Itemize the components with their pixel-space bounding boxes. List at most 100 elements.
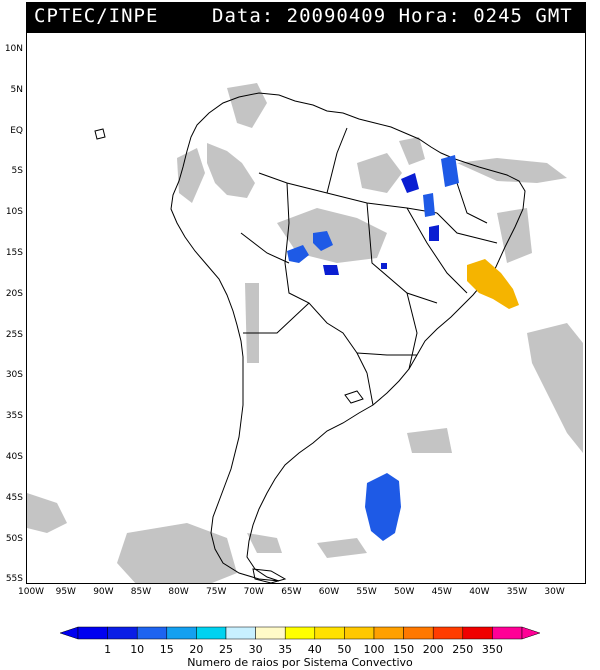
system-blue-south xyxy=(365,473,401,541)
lat-label: 5S xyxy=(11,166,23,177)
country-border-3 xyxy=(326,127,348,194)
legend-value: 15 xyxy=(159,643,174,656)
title-bar: CPTEC/INPE Data: 20090409 Hora: 0245 GMT xyxy=(26,2,586,32)
cloud-amazon xyxy=(207,143,255,198)
cloud-patagonia xyxy=(117,523,237,583)
cloud-andes-north xyxy=(177,148,205,203)
lon-label: 70W xyxy=(243,587,264,597)
system-blue-4 xyxy=(401,173,419,193)
lat-label: 40S xyxy=(5,452,23,462)
legend-value: 35 xyxy=(278,643,293,656)
legend-value: 350 xyxy=(481,643,503,656)
galapagos xyxy=(94,128,106,140)
header-source: CPTEC/INPE xyxy=(34,5,159,27)
cloud-pacific-west xyxy=(27,493,67,533)
legend-swatch xyxy=(136,626,168,640)
legend-swatches xyxy=(59,626,541,640)
lat-label: 15S xyxy=(5,248,23,258)
cloud-east-brazil xyxy=(457,158,567,183)
legend-swatch xyxy=(403,626,434,640)
cloud-east-coast xyxy=(497,208,532,263)
legend-swatch xyxy=(196,626,227,640)
lon-label: 65W xyxy=(281,587,302,597)
cloud-ne-atlantic xyxy=(407,428,452,453)
south-america-outline xyxy=(170,92,526,582)
legend-swatch xyxy=(166,626,197,640)
convective-systems xyxy=(287,155,519,541)
legend-swatch xyxy=(462,626,493,640)
country-border-4 xyxy=(240,232,290,264)
country-border-5 xyxy=(243,302,310,334)
legend-arrow-left xyxy=(59,626,79,640)
system-blue-1 xyxy=(287,245,309,263)
legend-bar xyxy=(59,626,541,640)
lon-label: 30W xyxy=(544,587,565,597)
lon-label: 45W xyxy=(431,587,452,597)
lat-label: 25S xyxy=(5,329,23,340)
lon-label: 40W xyxy=(469,587,490,597)
lat-label: 30S xyxy=(5,370,23,381)
legend-swatch xyxy=(492,626,523,640)
legend-swatch xyxy=(344,626,375,640)
falklands xyxy=(344,390,364,404)
state-border-3 xyxy=(366,202,438,304)
lat-label: 55S xyxy=(5,574,23,585)
system-blue-7 xyxy=(429,225,439,241)
lon-label: 100W xyxy=(18,587,45,597)
map-frame xyxy=(26,32,586,584)
cloud-north-brazil xyxy=(357,153,402,193)
lat-label: 45S xyxy=(5,492,23,503)
system-blue-5 xyxy=(441,155,459,187)
cloud-mouth-amazon xyxy=(399,137,425,165)
lon-label: 50W xyxy=(394,587,415,597)
system-blue-3 xyxy=(323,265,339,275)
state-border-1 xyxy=(406,207,468,294)
cloud-patagonia-east xyxy=(247,533,282,553)
legend-value: 30 xyxy=(248,643,263,656)
lat-label: EQ xyxy=(10,125,23,136)
legend-caption: Numero de raios por Sistema Convectivo xyxy=(187,656,413,669)
legend-arrow-right xyxy=(521,626,541,640)
system-orange-1 xyxy=(467,259,519,309)
legend-swatch xyxy=(284,626,316,640)
lat-label: 10N xyxy=(4,44,23,54)
state-border-5 xyxy=(456,182,488,224)
system-blue-8 xyxy=(381,263,387,269)
lon-label: 35W xyxy=(506,587,528,597)
legend-value: 100 xyxy=(363,643,385,656)
lat-label: 10S xyxy=(5,207,23,218)
lon-label: 60W xyxy=(318,587,340,597)
header-datetime: Data: 20090409 Hora: 0245 GMT xyxy=(212,5,573,27)
legend-swatch xyxy=(255,626,286,640)
country-border-1 xyxy=(258,172,438,214)
lon-label: 85W xyxy=(130,587,152,597)
legend-value: 200 xyxy=(422,643,444,656)
legend-value: 20 xyxy=(189,643,204,656)
lon-label: 55W xyxy=(356,587,377,597)
legend-value: 250 xyxy=(452,643,474,656)
cloud-atlantic-mid xyxy=(317,538,367,558)
lat-label: 35S xyxy=(5,411,23,422)
legend-value: 50 xyxy=(337,643,352,656)
legend-value: 1 xyxy=(104,643,112,656)
coastlines xyxy=(94,92,526,583)
cloud-andes-central xyxy=(245,283,259,363)
lon-label: 80W xyxy=(168,587,189,597)
country-border-6 xyxy=(356,352,417,356)
lat-label: 50S xyxy=(5,533,23,544)
legend-swatch xyxy=(107,626,138,640)
legend-swatch xyxy=(77,626,108,640)
lon-label: 75W xyxy=(206,587,227,597)
legend-value: 10 xyxy=(130,643,145,656)
legend-swatch xyxy=(373,626,404,640)
lat-label: 5N xyxy=(10,84,23,95)
lat-label: 20S xyxy=(5,288,23,299)
legend-value: 40 xyxy=(307,643,322,656)
legend-value: 25 xyxy=(219,643,233,656)
state-border-2 xyxy=(436,212,498,244)
lon-label: 95W xyxy=(55,587,76,597)
system-blue-6 xyxy=(423,193,435,217)
legend-swatch xyxy=(432,626,464,640)
cloud-cover xyxy=(27,83,583,583)
tierra-del-fuego xyxy=(252,568,287,583)
